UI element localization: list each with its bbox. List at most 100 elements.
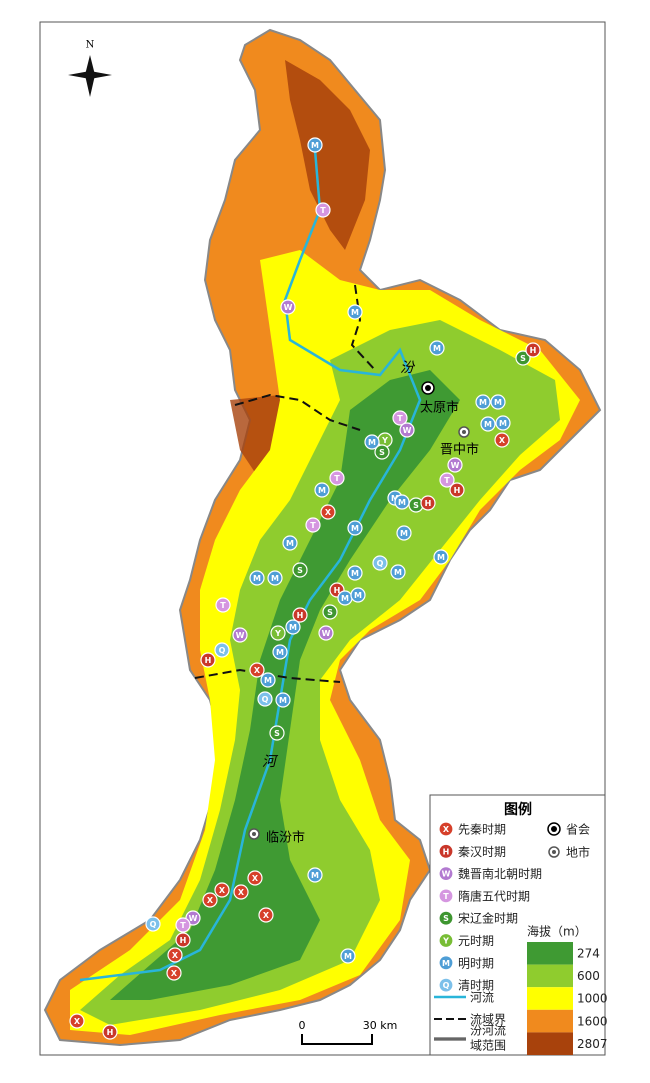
site-symbol: M	[479, 398, 487, 407]
site-marker	[495, 415, 511, 431]
site-symbol: X	[263, 911, 270, 920]
site-symbol: M	[279, 696, 287, 705]
site-symbol: T	[444, 476, 450, 485]
site-symbol: W	[284, 303, 293, 312]
river-label: 汾	[400, 360, 416, 376]
site-symbol: H	[425, 499, 432, 508]
elevation-swatch	[527, 942, 573, 965]
elevation-label: 2807	[577, 1037, 608, 1051]
site-symbol: M	[264, 676, 272, 685]
elevation-label: 274	[577, 947, 600, 961]
site-marker	[249, 662, 265, 678]
site-symbol: H	[180, 936, 187, 945]
site-marker	[490, 394, 506, 410]
site-marker	[347, 520, 363, 536]
site-marker	[329, 470, 345, 486]
site-marker	[282, 535, 298, 551]
site-marker	[314, 482, 330, 498]
site-symbol: M	[311, 141, 319, 150]
site-symbol: W	[442, 870, 451, 879]
site-symbol: S	[379, 448, 385, 457]
site-symbol: H	[297, 611, 304, 620]
capital-symbol	[551, 826, 557, 832]
scale-label: 0	[299, 1019, 306, 1032]
site-symbol: M	[318, 486, 326, 495]
site-marker	[280, 299, 296, 315]
site-marker	[515, 350, 531, 366]
site-marker	[449, 482, 465, 498]
legend-label: 明时期	[458, 956, 494, 970]
site-marker	[525, 342, 541, 358]
site-marker	[247, 870, 263, 886]
site-marker	[420, 495, 436, 511]
legend-label: 宋辽金时期	[458, 911, 518, 926]
site-symbol: W	[451, 461, 460, 470]
site-marker	[292, 607, 308, 623]
site-marker	[214, 642, 230, 658]
site-symbol: Q	[219, 646, 226, 655]
site-marker	[257, 691, 273, 707]
site-marker	[270, 625, 286, 641]
site-symbol: X	[172, 951, 179, 960]
site-symbol: M	[286, 539, 294, 548]
capital-symbol	[425, 385, 431, 391]
site-symbol: H	[530, 346, 537, 355]
site-marker	[214, 882, 230, 898]
site-marker	[315, 202, 331, 218]
north-arrow: N	[68, 40, 112, 97]
site-marker	[232, 627, 248, 643]
site-marker	[249, 570, 265, 586]
elevation-swatch	[527, 1032, 573, 1055]
site-symbol: M	[368, 438, 376, 447]
site-symbol: H	[454, 486, 461, 495]
site-symbol: T	[180, 921, 186, 930]
site-symbol: T	[334, 474, 340, 483]
site-symbol: X	[325, 508, 332, 517]
site-symbol: T	[397, 414, 403, 423]
place-label: 临汾市	[266, 830, 305, 846]
elevation-swatch	[527, 1009, 573, 1033]
site-marker	[233, 884, 249, 900]
site-symbol: T	[320, 206, 326, 215]
site-symbol: X	[443, 825, 450, 834]
site-symbol: H	[205, 656, 212, 665]
site-symbol: M	[499, 419, 507, 428]
site-symbol: W	[236, 631, 245, 640]
legend-label: 省会	[566, 823, 590, 837]
site-symbol: X	[238, 888, 245, 897]
site-marker	[438, 977, 454, 993]
site-marker	[200, 652, 216, 668]
site-symbol: M	[400, 529, 408, 538]
scale-label: 30 km	[363, 1019, 398, 1032]
site-marker	[175, 917, 191, 933]
legend-label: 地市	[566, 845, 590, 860]
site-marker	[350, 587, 366, 603]
site-symbol: M	[276, 648, 284, 657]
site-symbol: M	[311, 871, 319, 880]
site-marker	[292, 562, 308, 578]
site-marker	[392, 410, 408, 426]
legend-label: 河流	[470, 991, 494, 1005]
site-marker	[320, 504, 336, 520]
elevation-label: 1600	[577, 1014, 608, 1028]
site-marker	[447, 457, 463, 473]
site-marker	[438, 821, 454, 837]
site-symbol: X	[254, 666, 261, 675]
site-symbol: Q	[262, 695, 269, 704]
site-marker	[390, 564, 406, 580]
site-symbol: M	[351, 524, 359, 533]
site-symbol: M	[351, 569, 359, 578]
site-marker	[167, 947, 183, 963]
site-marker	[347, 304, 363, 320]
site-symbol: M	[271, 574, 279, 583]
site-marker	[275, 692, 291, 708]
site-marker	[260, 672, 276, 688]
site-marker	[269, 725, 285, 741]
site-symbol: Y	[442, 937, 449, 946]
site-symbol: X	[219, 886, 226, 895]
site-marker	[272, 644, 288, 660]
legend-label: 先秦时期	[458, 823, 506, 837]
site-symbol: W	[189, 914, 198, 923]
site-marker	[166, 965, 182, 981]
